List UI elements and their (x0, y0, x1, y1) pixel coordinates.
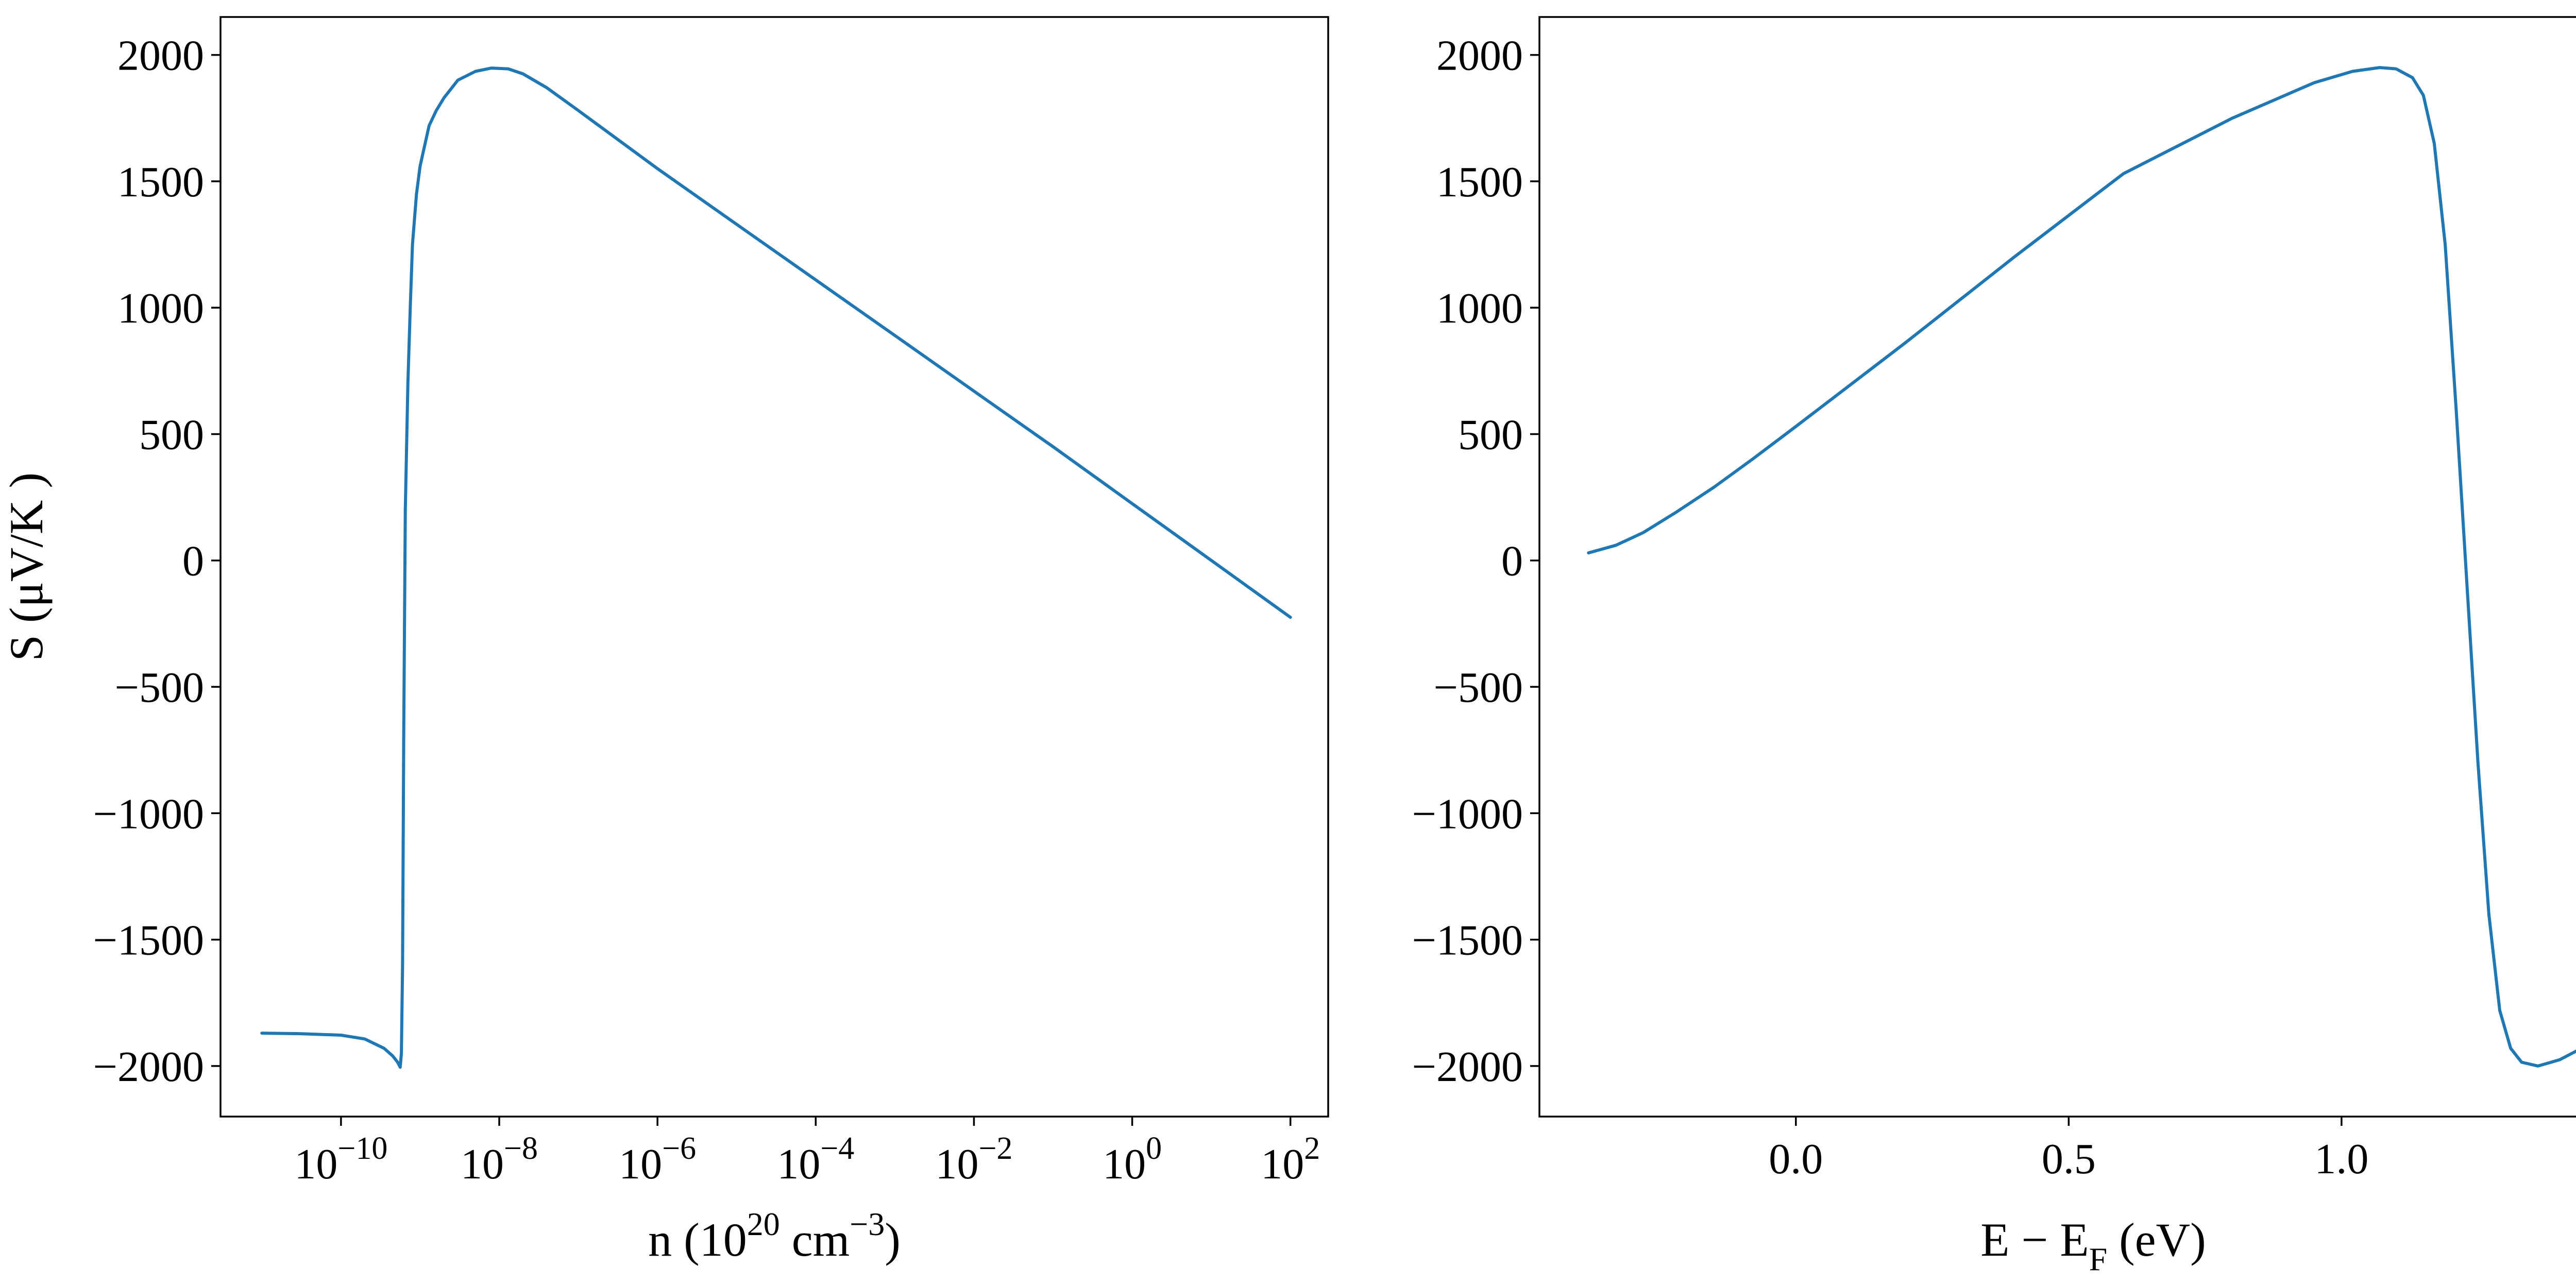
x-label-text: E − E (1980, 1213, 2089, 1266)
y-tick-label: 1000 (117, 284, 204, 332)
y-tick-label: 0 (182, 537, 204, 585)
y-tick-label: −2000 (93, 1043, 204, 1091)
x-tick-exponent: −10 (337, 1131, 387, 1166)
x-tick-label: 10−2 (935, 1131, 1012, 1188)
x-label-superscript: −3 (850, 1206, 885, 1242)
y-tick-label: −1000 (93, 790, 204, 838)
x-label-text: cm (780, 1213, 850, 1266)
x-tick-label: 10−8 (461, 1131, 538, 1188)
x-tick-label: 10−10 (294, 1131, 387, 1188)
x-axis-label: E − EF (eV) (1980, 1213, 2206, 1277)
x-tick-exponent: −4 (820, 1131, 854, 1166)
y-tick-label: 2000 (117, 32, 204, 80)
x-tick-base: 10 (461, 1140, 504, 1188)
plot-frame (219, 16, 1329, 1118)
x-label-subscript: F (2089, 1241, 2108, 1277)
y-tick-label: 500 (1458, 411, 1523, 459)
x-label-text: ) (885, 1213, 901, 1266)
x-label-text: (eV) (2107, 1213, 2206, 1266)
x-tick-label: 0.0 (1769, 1135, 1823, 1183)
x-tick-exponent: 2 (1304, 1131, 1320, 1166)
x-label-superscript: 20 (747, 1206, 780, 1242)
x-label-text: n (10 (648, 1213, 747, 1266)
y-tick-label: −2000 (1412, 1043, 1523, 1091)
y-tick-label: −500 (1434, 664, 1523, 712)
x-tick-base: 10 (619, 1140, 662, 1188)
y-tick-label: 0 (1501, 537, 1523, 585)
x-tick-label: 10−6 (619, 1131, 696, 1188)
x-tick-label: 102 (1261, 1131, 1320, 1188)
x-tick-label: 1.0 (2314, 1135, 2368, 1183)
y-tick-label: 2000 (1436, 32, 1523, 80)
x-tick-exponent: −6 (662, 1131, 696, 1166)
y-tick-label: −1500 (1412, 917, 1523, 965)
x-axis-label: n (1020 cm−3) (648, 1206, 901, 1266)
series-line-0 (260, 66, 1292, 1069)
plot-frame (1538, 16, 2576, 1118)
x-tick-base: 10 (294, 1140, 337, 1188)
y-tick-label: −1000 (1412, 790, 1523, 838)
series-line-0 (1587, 66, 2576, 1068)
y-tick-label: −1500 (93, 917, 204, 965)
x-tick-label: 10−4 (777, 1131, 854, 1188)
y-axis-label: S (μV/K ) (0, 472, 53, 661)
right-chart-panel: −2000 −1500 −1000 −500 0 500 1000 1500 2000 0.0 0.… (1412, 16, 2576, 1277)
x-tick-base: 10 (1261, 1140, 1304, 1188)
x-tick-label: 0.5 (2042, 1135, 2096, 1183)
y-tick-label: 1000 (1436, 284, 1523, 332)
y-tick-label: 500 (139, 411, 204, 459)
x-tick-base: 10 (777, 1140, 820, 1188)
left-chart-panel: −2000−1500−1000−500050010001500200010−10… (0, 16, 1329, 1266)
x-tick-base: 10 (1103, 1140, 1146, 1188)
x-tick-exponent: −8 (504, 1131, 538, 1166)
x-tick-exponent: −2 (978, 1131, 1012, 1166)
y-tick-label: −500 (115, 664, 204, 712)
x-tick-exponent: 0 (1146, 1131, 1162, 1166)
y-tick-label: 1500 (117, 158, 204, 206)
y-tick-label: 1500 (1436, 158, 1523, 206)
x-tick-base: 10 (935, 1140, 978, 1188)
x-tick-label: 100 (1103, 1131, 1162, 1188)
